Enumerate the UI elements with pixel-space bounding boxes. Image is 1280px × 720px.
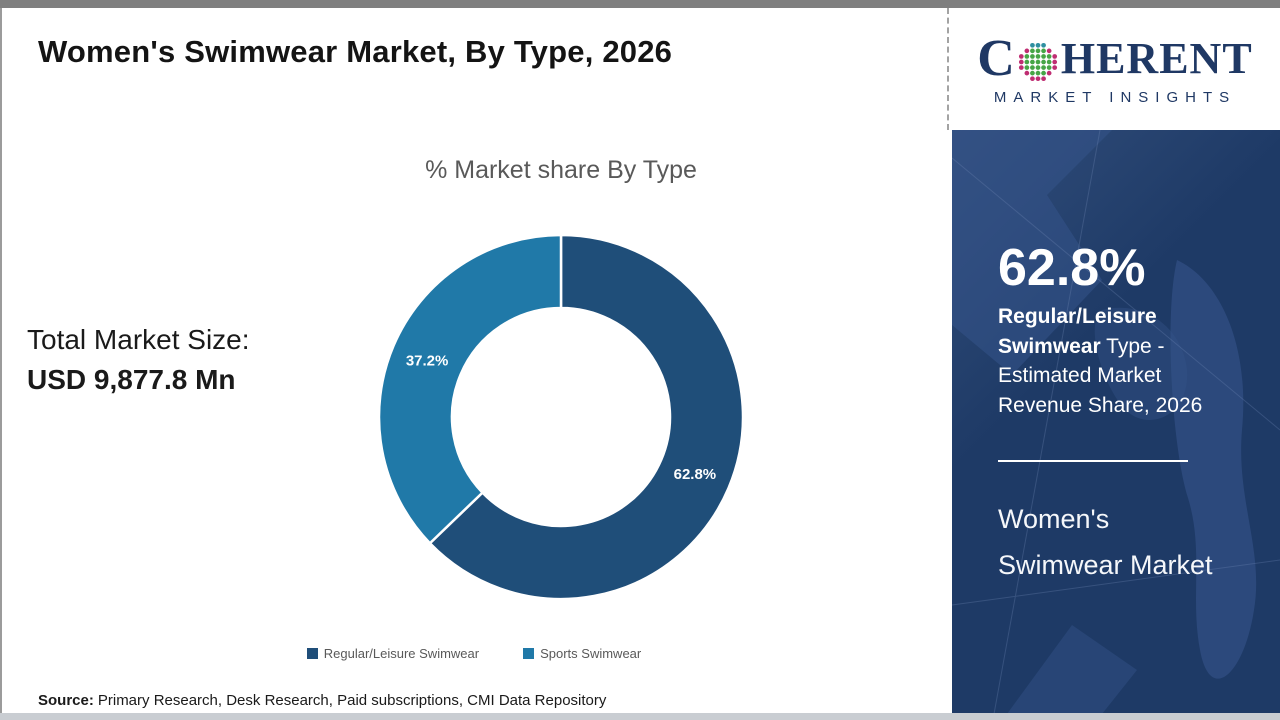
donut-slice-regular-leisure-swimwear (428, 233, 745, 601)
top-border-bar (0, 0, 1280, 8)
chart-legend: Regular/Leisure Swimwear Sports Swimwear (0, 646, 948, 661)
donut-slice-label: 37.2% (406, 352, 449, 369)
legend-item-sports: Sports Swimwear (523, 646, 641, 661)
sidebar-market-name: Women's Swimwear Market (998, 496, 1213, 588)
brand-logo: C HERENT MARKET INSIGHTS (950, 8, 1280, 130)
legend-item-regular-leisure: Regular/Leisure Swimwear (306, 646, 480, 661)
total-market-size-block: Total Market Size: USD 9,877.8 Mn (27, 320, 250, 400)
donut-chart: 62.8% 37.2% (377, 233, 745, 601)
source-line: Source: Primary Research, Desk Research, … (38, 692, 606, 709)
total-market-size-label: Total Market Size: (27, 324, 250, 355)
dashed-separator (947, 8, 949, 130)
brand-tagline: MARKET INSIGHTS (993, 88, 1237, 106)
legend-label-regular-leisure: Regular/Leisure Swimwear (323, 646, 480, 661)
donut-slice-sports-swimwear (377, 233, 563, 545)
sidebar-stat-segment-rest: Type - Estimated Market Revenue Share, 2… (998, 334, 1203, 417)
donut-slice-label: 62.8% (674, 466, 717, 483)
brand-letter-c: C (977, 29, 1015, 87)
source-text: Primary Research, Desk Research, Paid su… (97, 692, 607, 709)
sidebar-divider (998, 460, 1188, 462)
brand-wordmark: C HERENT (977, 29, 1253, 87)
sidebar-market-name-line2: Swimwear Market (998, 550, 1213, 580)
sidebar-stat-value: 62.8% (998, 239, 1146, 297)
highlight-sidebar: 62.8% Regular/Leisure Swimwear Type - Es… (952, 130, 1280, 713)
sidebar-stat-description: Regular/Leisure Swimwear Type - Estimate… (998, 302, 1216, 420)
globe-dots-icon (1018, 42, 1057, 81)
bottom-border-bar (0, 713, 1280, 720)
total-market-size-value: USD 9,877.8 Mn (27, 364, 236, 395)
chart-title: % Market share By Type (425, 156, 697, 184)
sidebar-stat-segment-name: Regular/Leisure Swimwear (998, 305, 1157, 358)
source-label: Source: (38, 692, 94, 709)
brand-letters-herent: HERENT (1060, 33, 1253, 83)
left-border-line (0, 8, 2, 713)
page-title: Women's Swimwear Market, By Type, 2026 (38, 34, 673, 69)
legend-marker-sports (523, 648, 535, 659)
world-map-texture (952, 130, 1280, 713)
legend-label-sports: Sports Swimwear (540, 646, 642, 661)
sidebar-market-name-line1: Women's (998, 504, 1110, 534)
legend-marker-regular-leisure (306, 648, 318, 659)
